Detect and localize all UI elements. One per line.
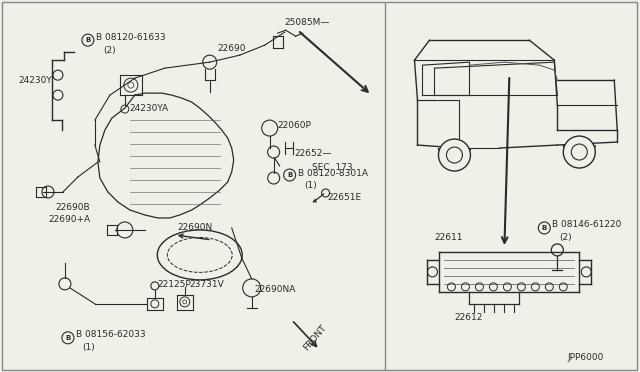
Circle shape <box>538 222 550 234</box>
Text: B: B <box>541 225 547 231</box>
Circle shape <box>438 139 470 171</box>
Text: JPP6000: JPP6000 <box>567 353 604 362</box>
Text: (1): (1) <box>305 180 317 189</box>
Text: 23731V: 23731V <box>190 280 225 289</box>
Text: 22690+A: 22690+A <box>48 215 90 224</box>
Text: (1): (1) <box>82 343 95 352</box>
Text: SEC. 173: SEC. 173 <box>312 163 352 171</box>
Text: 22612: 22612 <box>454 313 483 323</box>
Text: B 08120-61633: B 08120-61633 <box>96 33 166 42</box>
Text: 22690NA: 22690NA <box>255 285 296 294</box>
Text: B: B <box>65 335 70 341</box>
Text: (2): (2) <box>103 46 115 55</box>
Circle shape <box>62 332 74 344</box>
Text: 24230YA: 24230YA <box>130 103 169 113</box>
Circle shape <box>284 169 296 181</box>
Text: 22690: 22690 <box>218 44 246 53</box>
Text: B: B <box>287 172 292 178</box>
Text: 22125P: 22125P <box>158 280 191 289</box>
Circle shape <box>563 136 595 168</box>
Text: 22690B: 22690B <box>55 203 90 212</box>
Text: FRONT: FRONT <box>301 323 328 352</box>
Text: 22651E: 22651E <box>328 193 362 202</box>
Text: (2): (2) <box>559 234 572 243</box>
Text: B 08156-62033: B 08156-62033 <box>76 330 145 339</box>
Text: 24230Y: 24230Y <box>18 76 52 85</box>
Circle shape <box>82 34 94 46</box>
Text: 22690N: 22690N <box>178 224 213 232</box>
Text: 22611: 22611 <box>435 234 463 243</box>
Text: B 08120-8301A: B 08120-8301A <box>298 169 367 177</box>
Text: 22060P: 22060P <box>278 121 312 129</box>
Text: B: B <box>85 37 90 43</box>
Text: 22652—: 22652— <box>294 148 332 157</box>
Text: 25085M—: 25085M— <box>285 18 330 27</box>
Text: B 08146-61220: B 08146-61220 <box>552 221 621 230</box>
